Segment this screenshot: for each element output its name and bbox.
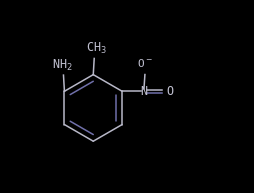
Text: CH$_3$: CH$_3$ [85, 41, 106, 56]
Text: NH$_2$: NH$_2$ [52, 58, 73, 73]
Text: N: N [140, 85, 147, 98]
Text: O$^-$: O$^-$ [136, 57, 152, 69]
Text: O: O [166, 85, 173, 98]
